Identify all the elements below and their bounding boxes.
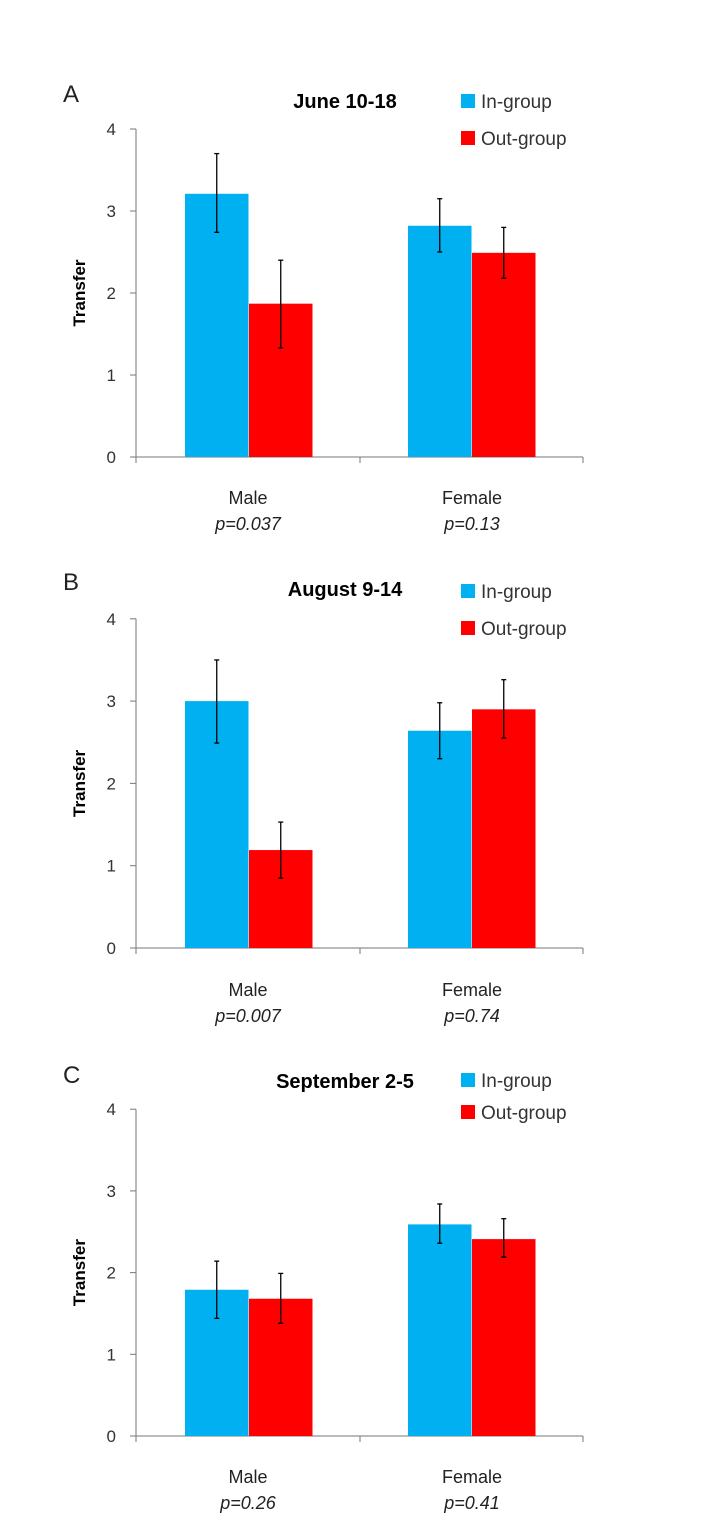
y-axis-label: Transfer — [70, 259, 89, 326]
legend-label: In-group — [481, 582, 552, 603]
bar-in-group-male — [185, 193, 249, 457]
p-value-label: p=0.037 — [214, 514, 282, 534]
bar-out-group-female — [472, 1239, 536, 1436]
category-label: Male — [228, 980, 267, 1000]
chart-title: September 2-5 — [276, 1071, 414, 1093]
legend-swatch — [461, 1105, 475, 1119]
bar-in-group-female — [408, 1224, 472, 1436]
legend-swatch — [461, 1073, 475, 1087]
category-label: Female — [442, 1467, 502, 1487]
p-value-label: p=0.26 — [219, 1493, 277, 1513]
y-tick-label: 2 — [107, 774, 116, 793]
bar-out-group-female — [472, 709, 536, 948]
legend-swatch — [461, 94, 475, 108]
y-tick-label: 2 — [107, 284, 116, 303]
category-label: Female — [442, 488, 502, 508]
y-tick-label: 0 — [107, 448, 116, 467]
y-tick-label: 3 — [107, 202, 116, 221]
y-tick-label: 1 — [107, 366, 116, 385]
bar-out-group-female — [472, 252, 536, 457]
y-tick-label: 0 — [107, 1427, 116, 1446]
chart-panel-c: C September 2-5 0 1 2 3 4 Transfer Male p=0.26 Fem… — [63, 1062, 584, 1513]
y-tick-label: 4 — [107, 610, 116, 629]
legend-swatch — [461, 131, 475, 145]
category-label: Male — [228, 488, 267, 508]
y-tick-label: 0 — [107, 939, 116, 958]
bar-in-group-female — [408, 730, 472, 948]
category-label: Female — [442, 980, 502, 1000]
y-axis-label: Transfer — [70, 749, 89, 816]
legend-swatch — [461, 621, 475, 635]
p-value-label: p=0.74 — [443, 1006, 500, 1026]
panel-letter: C — [63, 1062, 80, 1089]
y-axis-label: Transfer — [70, 1239, 89, 1306]
p-value-label: p=0.007 — [214, 1006, 282, 1026]
legend-label: In-group — [481, 1071, 552, 1092]
chart-panel-b: B August 9-14 0 1 2 3 4 Transfer Male p=0.007 Fema… — [63, 569, 584, 1026]
bar-in-group-female — [408, 225, 472, 457]
legend-label: Out-group — [481, 1103, 567, 1124]
legend-label: Out-group — [481, 129, 567, 150]
legend-swatch — [461, 584, 475, 598]
chart-panel-a: A June 10-18 0 1 2 3 4 Transfer Male p=0.037 Femal… — [63, 81, 584, 534]
chart-title: August 9-14 — [288, 579, 403, 601]
y-tick-label: 1 — [107, 1345, 116, 1364]
chart-title: June 10-18 — [293, 91, 396, 113]
y-tick-label: 3 — [107, 1182, 116, 1201]
y-tick-label: 4 — [107, 1100, 116, 1119]
legend-label: Out-group — [481, 619, 567, 640]
panel-letter: B — [63, 569, 79, 596]
category-label: Male — [228, 1467, 267, 1487]
y-tick-label: 3 — [107, 692, 116, 711]
p-value-label: p=0.41 — [443, 1493, 500, 1513]
panel-letter: A — [63, 81, 79, 108]
y-tick-label: 2 — [107, 1264, 116, 1283]
y-tick-label: 4 — [107, 120, 116, 139]
y-tick-label: 1 — [107, 857, 116, 876]
legend-label: In-group — [481, 92, 552, 113]
p-value-label: p=0.13 — [443, 514, 500, 534]
